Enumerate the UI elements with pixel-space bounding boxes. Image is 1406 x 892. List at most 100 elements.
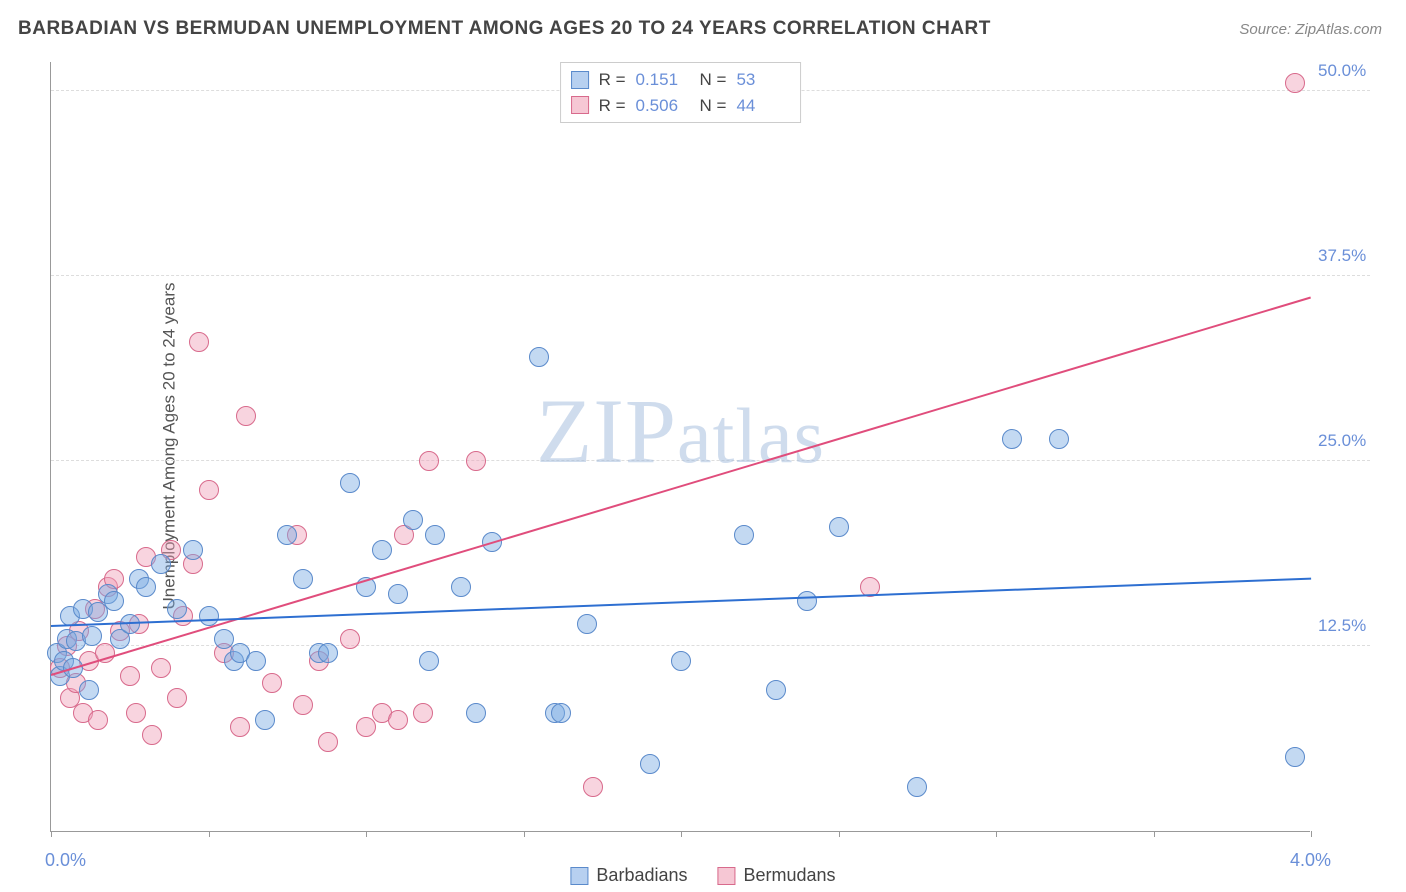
legend-swatch: [571, 71, 589, 89]
barbadian-point: [104, 591, 124, 611]
barbadian-point: [451, 577, 471, 597]
legend-swatch: [571, 96, 589, 114]
x-tick: [996, 831, 997, 837]
barbadian-point: [1049, 429, 1069, 449]
x-axis-max-label: 4.0%: [1290, 850, 1331, 871]
barbadian-point: [277, 525, 297, 545]
legend-item: Barbadians: [570, 865, 687, 886]
barbadian-point: [529, 347, 549, 367]
legend-label: Barbadians: [596, 865, 687, 886]
bermudan-point: [419, 451, 439, 471]
barbadian-point: [199, 606, 219, 626]
barbadian-point: [403, 510, 423, 530]
y-tick-label: 25.0%: [1318, 431, 1378, 451]
bermudan-point: [88, 710, 108, 730]
bermudan-point: [293, 695, 313, 715]
bermudan-point: [1285, 73, 1305, 93]
series-legend: Barbadians Bermudans: [570, 865, 835, 886]
legend-row: R = 0.151 N = 53: [571, 67, 791, 93]
x-tick: [1311, 831, 1312, 837]
bermudan-point: [142, 725, 162, 745]
barbadian-trendline: [51, 577, 1311, 626]
bermudan-point: [466, 451, 486, 471]
bermudan-point: [151, 658, 171, 678]
barbadian-point: [1002, 429, 1022, 449]
source-prefix: Source:: [1239, 21, 1295, 38]
n-label: N =: [700, 93, 727, 119]
bermudan-point: [388, 710, 408, 730]
barbadian-point: [136, 577, 156, 597]
barbadian-point: [829, 517, 849, 537]
bermudan-point: [583, 777, 603, 797]
y-tick-label: 12.5%: [1318, 616, 1378, 636]
watermark: ZIPatlas: [536, 378, 825, 484]
barbadian-point: [671, 651, 691, 671]
barbadian-point: [167, 599, 187, 619]
x-tick: [681, 831, 682, 837]
barbadian-point: [640, 754, 660, 774]
x-tick: [366, 831, 367, 837]
r-label: R =: [599, 93, 626, 119]
legend-label: Bermudans: [744, 865, 836, 886]
barbadian-point: [255, 710, 275, 730]
barbadian-point: [183, 540, 203, 560]
bermudan-point: [413, 703, 433, 723]
x-tick: [1154, 831, 1155, 837]
x-tick: [209, 831, 210, 837]
barbadian-point: [425, 525, 445, 545]
barbadian-point: [466, 703, 486, 723]
barbadian-point: [340, 473, 360, 493]
barbadian-point: [388, 584, 408, 604]
chart-title: BARBADIAN VS BERMUDAN UNEMPLOYMENT AMONG…: [18, 18, 991, 40]
bermudan-point: [262, 673, 282, 693]
r-value: 0.506: [636, 93, 690, 119]
bermudan-point: [236, 406, 256, 426]
barbadian-point: [246, 651, 266, 671]
barbadian-point: [293, 569, 313, 589]
barbadian-point: [79, 680, 99, 700]
x-axis-min-label: 0.0%: [45, 850, 86, 871]
x-tick: [524, 831, 525, 837]
y-tick-label: 37.5%: [1318, 246, 1378, 266]
gridline: [51, 460, 1370, 461]
barbadian-point: [318, 643, 338, 663]
n-label: N =: [700, 67, 727, 93]
x-tick: [839, 831, 840, 837]
bermudan-point: [120, 666, 140, 686]
barbadian-point: [372, 540, 392, 560]
r-value: 0.151: [636, 67, 690, 93]
n-value: 53: [736, 67, 790, 93]
bermudan-point: [356, 717, 376, 737]
bermudan-point: [167, 688, 187, 708]
barbadian-point: [766, 680, 786, 700]
barbadian-point: [1285, 747, 1305, 767]
correlation-legend: R = 0.151 N = 53 R = 0.506 N = 44: [560, 62, 802, 123]
legend-item: Bermudans: [718, 865, 836, 886]
bermudan-point: [126, 703, 146, 723]
gridline: [51, 645, 1370, 646]
bermudan-point: [199, 480, 219, 500]
source-name: ZipAtlas.com: [1295, 21, 1382, 38]
barbadian-point: [551, 703, 571, 723]
barbadian-point: [907, 777, 927, 797]
n-value: 44: [736, 93, 790, 119]
barbadian-point: [214, 629, 234, 649]
legend-swatch: [718, 867, 736, 885]
legend-row: R = 0.506 N = 44: [571, 93, 791, 119]
gridline: [51, 275, 1370, 276]
barbadian-point: [797, 591, 817, 611]
plot-area: ZIPatlas R =0.151N =53R =0.506N =44 12.5…: [50, 62, 1310, 832]
bermudan-point: [340, 629, 360, 649]
bermudan-point: [318, 732, 338, 752]
y-tick-label: 50.0%: [1318, 61, 1378, 81]
r-label: R =: [599, 67, 626, 93]
barbadian-point: [734, 525, 754, 545]
barbadian-point: [577, 614, 597, 634]
bermudan-point: [230, 717, 250, 737]
barbadian-point: [82, 626, 102, 646]
barbadian-point: [419, 651, 439, 671]
barbadian-point: [151, 554, 171, 574]
source-attribution: Source: ZipAtlas.com: [1239, 21, 1382, 38]
bermudan-point: [189, 332, 209, 352]
legend-swatch: [570, 867, 588, 885]
